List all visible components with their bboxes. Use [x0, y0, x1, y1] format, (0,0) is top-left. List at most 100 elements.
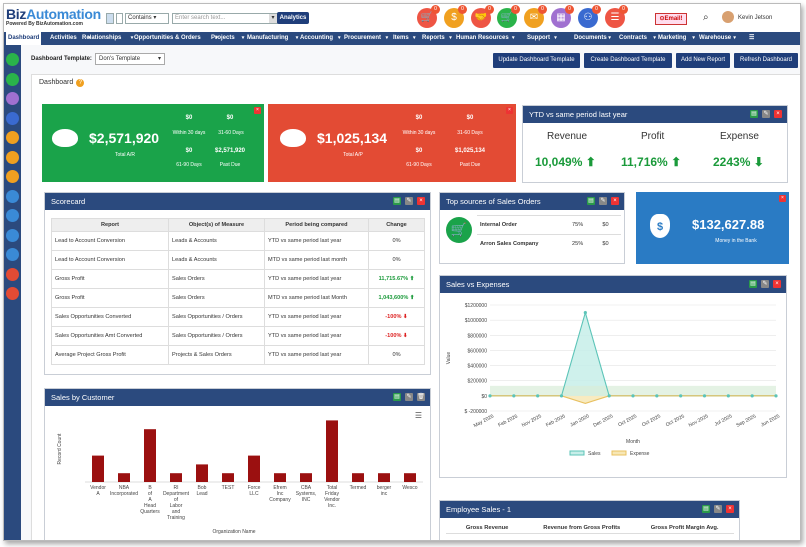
- nav-documents[interactable]: Documents: [574, 35, 607, 41]
- filter-checkbox-icon[interactable]: [106, 13, 114, 24]
- update-template-button[interactable]: Update Dashboard Template: [493, 53, 580, 68]
- bar[interactable]: [222, 473, 234, 482]
- bar[interactable]: [118, 473, 130, 482]
- close-icon[interactable]: ×: [726, 505, 734, 513]
- nav-accounting[interactable]: Accounting: [300, 35, 333, 41]
- sales-point[interactable]: [583, 310, 587, 315]
- excel-icon[interactable]: ▤: [702, 505, 710, 513]
- nav-manufacturing[interactable]: Manufacturing: [247, 35, 289, 41]
- close-icon[interactable]: ×: [774, 110, 782, 118]
- sales-point[interactable]: [702, 394, 707, 398]
- tag-icon[interactable]: [6, 150, 19, 164]
- nav-contracts[interactable]: Contracts: [619, 35, 648, 41]
- filter-select[interactable]: Contains ▾: [125, 13, 169, 24]
- sales-point[interactable]: [655, 394, 659, 398]
- checkbox[interactable]: [116, 13, 123, 24]
- dollar-icon[interactable]: $0: [444, 5, 467, 28]
- nav-projects[interactable]: Projects: [211, 35, 235, 41]
- cart-icon[interactable]: 🛒 0: [417, 5, 440, 28]
- bar[interactable]: [92, 455, 104, 482]
- bar[interactable]: [248, 455, 260, 482]
- analytics-button[interactable]: Analytics: [277, 12, 309, 24]
- bar[interactable]: [378, 473, 390, 482]
- cart-icon[interactable]: [6, 53, 19, 66]
- mail-icon[interactable]: ✉ 0: [524, 5, 547, 28]
- cart-icon[interactable]: [6, 287, 19, 300]
- nav-opportunities-orders[interactable]: Opportunities & Orders: [134, 35, 201, 41]
- calendar-icon[interactable]: [6, 228, 19, 242]
- sales-point[interactable]: [631, 394, 635, 398]
- edit-icon[interactable]: ✎: [405, 197, 413, 205]
- sales-point[interactable]: [607, 394, 611, 398]
- logo[interactable]: BizAutomation Powered By BizAutomation.c…: [6, 7, 106, 28]
- bar[interactable]: [404, 473, 416, 482]
- excel-icon[interactable]: ▤: [393, 393, 401, 401]
- doc-icon[interactable]: [6, 209, 19, 222]
- menu-icon[interactable]: ☰: [749, 35, 755, 41]
- bar[interactable]: [144, 429, 156, 482]
- close-icon[interactable]: ×: [773, 280, 781, 288]
- hamburger-menu-icon[interactable]: ☰: [414, 411, 422, 420]
- nav-reports[interactable]: Reports: [422, 35, 445, 41]
- handshake-icon[interactable]: 🤝 0: [471, 5, 494, 28]
- email-button[interactable]: ⊙Email!: [655, 13, 687, 25]
- excel-icon[interactable]: ▤: [749, 280, 757, 288]
- nav-human-resources[interactable]: Human Resources: [456, 35, 509, 41]
- nav-warehouse[interactable]: Warehouse: [699, 35, 732, 41]
- calendar-icon[interactable]: ▦ 0: [551, 5, 574, 28]
- sales-point[interactable]: [559, 394, 564, 398]
- bar[interactable]: [352, 473, 364, 482]
- bar[interactable]: [274, 473, 286, 482]
- bar[interactable]: [170, 473, 182, 482]
- sales-point[interactable]: [679, 394, 683, 398]
- nav-activities[interactable]: Activities: [50, 35, 77, 41]
- sales-point[interactable]: [774, 394, 778, 398]
- close-icon[interactable]: ×: [611, 197, 619, 205]
- chat-icon[interactable]: [6, 170, 19, 183]
- search-input[interactable]: Enter search text... ▾: [172, 13, 278, 24]
- dollar-icon[interactable]: [6, 131, 19, 144]
- nav-items[interactable]: Items: [393, 35, 409, 41]
- edit-icon[interactable]: ✎: [405, 393, 413, 401]
- sales-point[interactable]: [536, 394, 540, 398]
- sales-point[interactable]: [726, 394, 730, 398]
- bar[interactable]: [326, 420, 338, 482]
- cart-icon[interactable]: [6, 267, 19, 281]
- list-icon[interactable]: ☰ 0: [605, 5, 628, 28]
- template-select[interactable]: Don's Template ▾: [95, 53, 165, 65]
- tools-icon[interactable]: [6, 111, 19, 125]
- sales-point[interactable]: [488, 394, 492, 398]
- bar[interactable]: [196, 464, 208, 482]
- report-icon[interactable]: [6, 248, 19, 261]
- org-icon[interactable]: ⚇ 0: [578, 5, 601, 28]
- nav-dashboard[interactable]: Dashboard: [6, 32, 42, 45]
- nav-relationships[interactable]: Relationships: [82, 35, 122, 41]
- edit-icon[interactable]: ✎: [714, 505, 722, 513]
- nav-marketing[interactable]: Marketing: [658, 35, 687, 41]
- help-icon[interactable]: ?: [76, 79, 85, 87]
- close-icon[interactable]: ×: [779, 195, 786, 202]
- org-icon[interactable]: [6, 92, 19, 105]
- sales-point[interactable]: [512, 394, 516, 398]
- nav-support[interactable]: Support: [527, 35, 550, 41]
- handshake-icon[interactable]: [6, 72, 19, 86]
- delete-icon[interactable]: 🗑: [417, 393, 425, 401]
- doc-icon[interactable]: [6, 189, 19, 203]
- close-icon[interactable]: ×: [417, 197, 425, 205]
- bar[interactable]: [300, 473, 312, 482]
- nav-procurement[interactable]: Procurement: [344, 35, 382, 41]
- close-icon[interactable]: ×: [254, 107, 261, 114]
- search-icon[interactable]: ⌕: [703, 12, 709, 23]
- sales-point[interactable]: [750, 394, 754, 398]
- excel-icon[interactable]: ▤: [750, 110, 758, 118]
- add-report-button[interactable]: Add New Report: [676, 53, 730, 68]
- user-menu[interactable]: Kevin Jetson: [722, 10, 792, 26]
- excel-icon[interactable]: ▤: [393, 197, 401, 205]
- refresh-dashboard-button[interactable]: Refresh Dashboard: [734, 53, 798, 68]
- close-icon[interactable]: ×: [506, 107, 513, 114]
- edit-icon[interactable]: ✎: [761, 280, 769, 288]
- excel-icon[interactable]: ▤: [587, 197, 595, 205]
- create-template-button[interactable]: Create Dashboard Template: [584, 53, 672, 68]
- edit-icon[interactable]: ✎: [762, 110, 770, 118]
- cart-green-icon[interactable]: 🛒 0: [497, 5, 520, 28]
